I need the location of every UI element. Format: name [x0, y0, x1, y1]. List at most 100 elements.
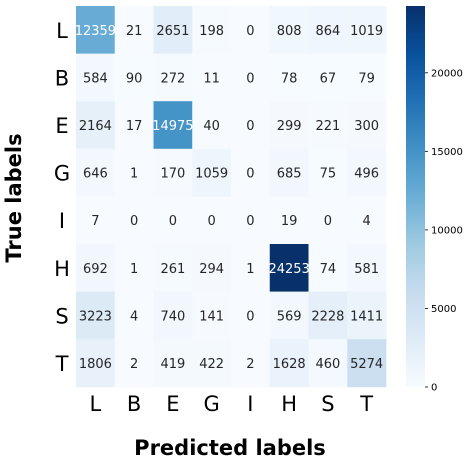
heatmap-cell [347, 244, 387, 292]
heatmap-cell-value: 0 [324, 214, 332, 229]
heatmap-cell-value: 419 [160, 357, 185, 372]
heatmap-cell [231, 291, 271, 340]
heatmap-cell-value: 294 [199, 262, 224, 277]
heatmap-cell [269, 339, 309, 388]
heatmap-cell-value: 0 [246, 214, 254, 229]
heatmap-cell [153, 53, 193, 102]
heatmap-cell [114, 339, 154, 388]
heatmap-cell-value: 422 [199, 357, 224, 372]
heatmap-cell [269, 101, 309, 150]
x-tick-label: B [127, 392, 141, 416]
colorbar-tick-label: 20000 [431, 68, 463, 79]
heatmap-cell-value: 11 [203, 71, 220, 86]
heatmap-cell [231, 196, 271, 245]
y-tick-label: I [59, 209, 65, 233]
heatmap-cell-value: 1 [130, 167, 138, 182]
heatmap-cell [308, 101, 348, 150]
y-tick-label: G [54, 162, 70, 186]
heatmap-cell [153, 6, 193, 54]
y-tick-label: S [55, 304, 68, 328]
heatmap-cell [308, 196, 348, 245]
x-tick-label: S [321, 392, 334, 416]
heatmap-cell-value: 0 [246, 71, 254, 86]
heatmap-cell [308, 148, 348, 197]
heatmap-cell-value: 646 [83, 167, 108, 182]
heatmap-cell [76, 53, 116, 102]
heatmap-cell-value: 78 [281, 71, 298, 86]
colorbar-ticks: 0 5000 10000 15000 20000 [425, 68, 463, 394]
heatmap-cell [114, 6, 154, 54]
heatmap-cell [76, 196, 116, 245]
heatmap-cell-value: 569 [277, 309, 302, 324]
heatmap-cell-value: 0 [169, 214, 177, 229]
y-tick-label: B [55, 66, 69, 90]
heatmap-cell [76, 148, 116, 197]
heatmap-cell-value: 0 [207, 214, 215, 229]
heatmap-cell-value: 1 [246, 262, 254, 277]
heatmap-cell [153, 244, 193, 292]
heatmap-cell-value: 808 [277, 24, 302, 39]
heatmap-cell-value: 1 [130, 262, 138, 277]
heatmap-cell-value: 740 [160, 309, 185, 324]
heatmap-cell [192, 196, 232, 245]
heatmap-cell [231, 101, 271, 150]
heatmap-cell-value: 2164 [79, 119, 112, 134]
heatmap-cell-value: 1019 [350, 24, 383, 39]
heatmap-cell [231, 339, 271, 388]
x-tick-label: G [203, 392, 219, 416]
heatmap-cell-value: 0 [246, 24, 254, 39]
heatmap-cell-value: 221 [315, 119, 340, 134]
heatmap-cell-value: 4 [362, 214, 370, 229]
heatmap-cell-value: 0 [246, 119, 254, 134]
heatmap-cell [347, 196, 387, 245]
heatmap-cell [192, 291, 232, 340]
y-tick-label: T [55, 352, 69, 376]
heatmap-cell [347, 101, 387, 150]
heatmap-cell-value: 75 [320, 167, 337, 182]
heatmap-cell [76, 244, 116, 292]
heatmap-cell-value: 90 [126, 71, 143, 86]
heatmap-cell [347, 6, 387, 54]
heatmap-cell [153, 101, 193, 150]
heatmap-cell-value: 864 [315, 24, 340, 39]
heatmap-cell-value: 79 [358, 71, 375, 86]
heatmap-cell-value: 1628 [273, 357, 306, 372]
heatmap-cell-value: 584 [83, 71, 108, 86]
heatmap-cell [114, 196, 154, 245]
heatmap-cell [76, 339, 116, 388]
heatmap-cell [308, 53, 348, 102]
heatmap-cell-value: 1059 [195, 167, 228, 182]
heatmap-cell-value: 496 [354, 167, 379, 182]
colorbar-tick-label: 10000 [431, 225, 463, 236]
heatmap-cell [269, 291, 309, 340]
heatmap-cell [153, 339, 193, 388]
heatmap-cell [76, 6, 116, 54]
heatmap-cell [347, 291, 387, 340]
heatmap-cells [76, 6, 387, 388]
heatmap-cell-value: 299 [277, 119, 302, 134]
heatmap-cell [114, 244, 154, 292]
heatmap-cell [192, 53, 232, 102]
x-tick-label: T [359, 392, 373, 416]
heatmap-cell-value: 2651 [156, 24, 189, 39]
heatmap-cell-value: 198 [199, 24, 224, 39]
heatmap-cell-value: 2 [246, 357, 254, 372]
heatmap-cell-value: 170 [160, 167, 185, 182]
colorbar-tick-label: 15000 [431, 147, 463, 158]
heatmap-cell [231, 6, 271, 54]
heatmap-cell [114, 291, 154, 340]
heatmap-cell [114, 101, 154, 150]
colorbar [406, 6, 425, 387]
heatmap-cell [308, 339, 348, 388]
heatmap-cell-value: 460 [315, 357, 340, 372]
heatmap-cell [347, 53, 387, 102]
heatmap-cell-value: 40 [203, 119, 220, 134]
heatmap-cell-value: 1411 [350, 309, 383, 324]
heatmap-cell-value: 2228 [311, 309, 344, 324]
heatmap-cell-value: 21 [126, 24, 143, 39]
heatmap-cell-value: 141 [199, 309, 224, 324]
heatmap-cell-value: 2 [130, 357, 138, 372]
x-tick-label: H [281, 392, 297, 416]
